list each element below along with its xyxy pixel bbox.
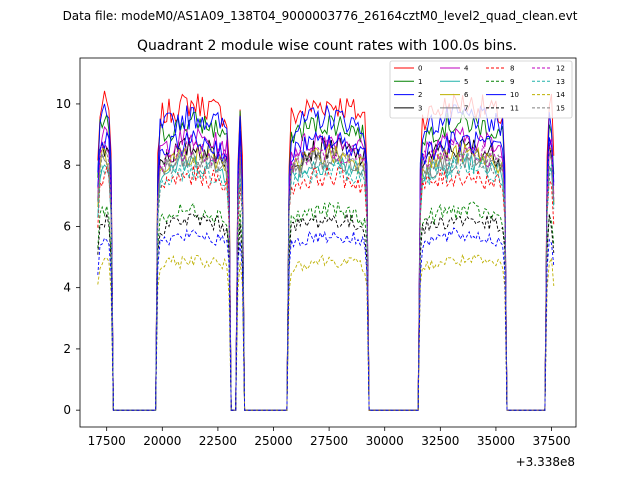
series-line-5 bbox=[97, 153, 555, 411]
series-line-7 bbox=[97, 148, 555, 411]
legend-label: 3 bbox=[418, 104, 422, 112]
legend-label: 4 bbox=[464, 65, 469, 73]
series-lines bbox=[97, 90, 555, 411]
legend-label: 13 bbox=[556, 78, 565, 86]
x-tick-label: 30000 bbox=[366, 434, 404, 448]
x-tick-label: 20000 bbox=[143, 434, 181, 448]
legend-label: 9 bbox=[510, 78, 514, 86]
series-line-14 bbox=[97, 254, 555, 411]
x-tick-label: 22500 bbox=[199, 434, 237, 448]
legend-label: 0 bbox=[418, 65, 422, 73]
legend-label: 8 bbox=[510, 65, 514, 73]
legend-label: 2 bbox=[418, 91, 422, 99]
x-tick-label: 37500 bbox=[532, 434, 570, 448]
legend-label: 14 bbox=[556, 91, 565, 99]
y-tick-label: 6 bbox=[63, 219, 71, 233]
y-tick-label: 8 bbox=[63, 158, 71, 172]
series-line-6 bbox=[97, 143, 555, 411]
legend-label: 5 bbox=[464, 78, 468, 86]
legend-box bbox=[389, 60, 573, 119]
x-tick-label: 27500 bbox=[310, 434, 348, 448]
x-tick-label: 17500 bbox=[88, 434, 126, 448]
series-line-9 bbox=[97, 201, 555, 411]
series-line-11 bbox=[97, 213, 555, 411]
x-axis-ticks: 17500 20000 22500 25000 27500 30000 32500 35000… bbox=[88, 427, 571, 448]
legend-label: 10 bbox=[510, 91, 519, 99]
x-offset-label: +3.338e8 bbox=[516, 455, 575, 469]
legend-label: 11 bbox=[510, 104, 519, 112]
series-line-2b bbox=[97, 227, 555, 411]
series-line-12 bbox=[97, 139, 555, 411]
legend-label: 15 bbox=[556, 104, 565, 112]
x-tick-label: 32500 bbox=[421, 434, 459, 448]
suptitle: Data file: modeM0/AS1A09_138T04_90000037… bbox=[63, 9, 578, 23]
y-axis-ticks: 0 2 4 6 8 10 bbox=[56, 97, 80, 417]
x-tick-label: 35000 bbox=[477, 434, 515, 448]
y-tick-label: 0 bbox=[63, 403, 71, 417]
y-tick-label: 10 bbox=[56, 97, 71, 111]
chart-title: Quadrant 2 module wise count rates with … bbox=[137, 38, 517, 54]
series-line-4 bbox=[97, 125, 555, 411]
x-tick-label: 25000 bbox=[254, 434, 292, 448]
plot-frame bbox=[79, 57, 577, 428]
series-line-8 bbox=[97, 165, 555, 411]
series-line-13 bbox=[97, 158, 555, 411]
y-tick-label: 4 bbox=[63, 281, 71, 295]
legend-label: 12 bbox=[556, 65, 565, 73]
series-line-2 bbox=[97, 103, 555, 411]
y-tick-label: 2 bbox=[63, 342, 71, 356]
series-line-15 bbox=[97, 147, 555, 411]
legend-label: 1 bbox=[418, 78, 422, 86]
legend-label: 6 bbox=[464, 91, 469, 99]
series-line-10 bbox=[97, 130, 555, 411]
legend-label: 7 bbox=[464, 104, 468, 112]
